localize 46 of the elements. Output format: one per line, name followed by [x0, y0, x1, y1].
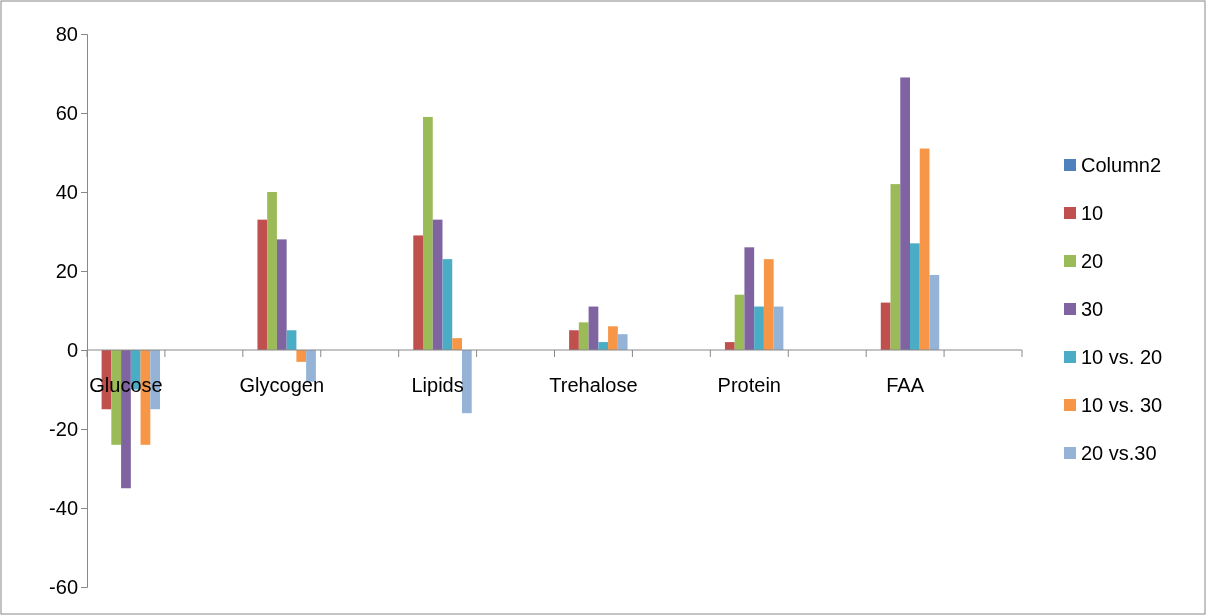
bar: [423, 116, 433, 350]
bar: [257, 219, 268, 350]
bar: [569, 330, 579, 350]
bar: [754, 306, 764, 350]
bar: [734, 294, 745, 350]
x-tick-label: Glycogen: [239, 374, 325, 396]
bar: [929, 274, 940, 350]
y-tick-label: -20: [49, 417, 78, 440]
legend-label: 30: [1081, 298, 1104, 320]
legend-label: 10 vs. 30: [1081, 394, 1163, 416]
bar: [880, 302, 891, 350]
x-tick-label: FAA: [886, 374, 925, 396]
y-tick-label: 40: [55, 180, 78, 203]
bar: [296, 350, 307, 362]
legend-label: Column2: [1081, 154, 1162, 176]
bar: [432, 219, 443, 350]
y-tick-label: 80: [55, 22, 78, 45]
bar: [452, 338, 462, 350]
bar: [578, 322, 589, 350]
legend-label: 20: [1081, 250, 1104, 272]
legend-label: 10: [1081, 202, 1104, 224]
y-tick-label: 20: [55, 259, 78, 282]
bar: [890, 184, 901, 350]
bar: [608, 326, 618, 350]
bar: [598, 342, 609, 350]
y-tick-label: -40: [49, 496, 78, 519]
y-tick-label: 0: [66, 338, 78, 361]
bar: [413, 235, 424, 350]
bar: [900, 77, 910, 350]
x-tick-label: Protein: [717, 374, 781, 396]
y-tick-label: 60: [55, 101, 78, 124]
bar: [276, 239, 287, 350]
bar: [461, 350, 472, 414]
bar: [744, 247, 755, 350]
bar: [724, 342, 735, 350]
bar: [442, 259, 453, 350]
bar: [919, 148, 930, 350]
bar: [617, 334, 628, 350]
bar: [267, 192, 277, 350]
bar: [763, 259, 774, 350]
x-tick-label: Trehalose: [549, 374, 638, 396]
x-tick-label: Lipids: [411, 374, 464, 396]
bar: [910, 243, 920, 350]
legend-label: 10 vs. 20: [1081, 346, 1163, 368]
legend-label: 20 vs.30: [1081, 442, 1157, 464]
y-tick-label: -60: [49, 575, 78, 598]
